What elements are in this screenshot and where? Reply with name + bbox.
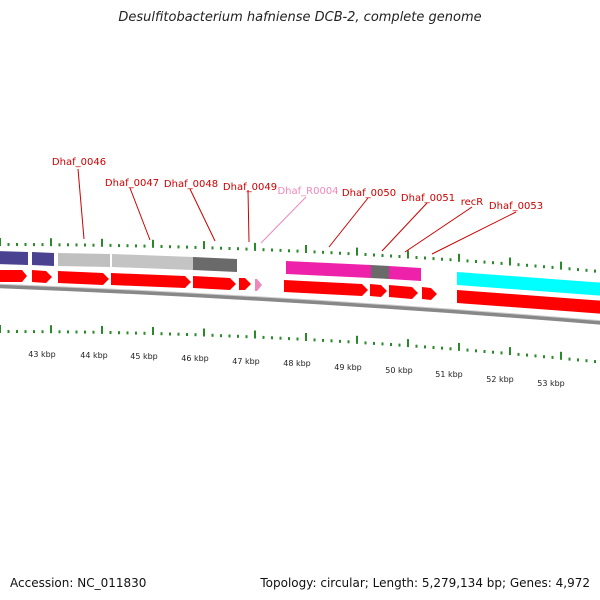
gene-label[interactable]: Dhaf_0051 <box>401 193 455 204</box>
kbp-label: 43 kbp <box>28 350 56 359</box>
gene-arrow[interactable] <box>284 280 368 296</box>
gene-arrow[interactable] <box>370 284 387 297</box>
label-line <box>77 168 85 240</box>
label-line <box>328 197 369 248</box>
gene-arrow[interactable] <box>239 278 251 290</box>
gene-arrow[interactable] <box>457 290 600 314</box>
gene-arrow[interactable] <box>0 270 27 282</box>
rna-arrow[interactable] <box>255 279 262 291</box>
gene-arrow-row <box>0 270 600 314</box>
gene-arrow[interactable] <box>422 287 437 300</box>
genome-summary-text: Topology: circular; Length: 5,279,134 bp… <box>260 576 590 590</box>
gene-arrow[interactable] <box>32 270 52 283</box>
label-line <box>189 188 216 242</box>
kbp-scale-labels: 43 kbp 44 kbp 45 kbp 46 kbp 47 kbp 48 kb… <box>28 350 565 388</box>
gene-arrow[interactable] <box>58 271 109 285</box>
label-line <box>431 211 517 255</box>
gene-label[interactable]: Dhaf_0049 <box>223 182 277 193</box>
label-line <box>129 187 151 241</box>
lower-tick-row <box>0 325 596 364</box>
gene-arrow[interactable] <box>193 276 236 290</box>
feature-bar-navy[interactable] <box>0 251 28 265</box>
feature-bar-darkgray[interactable] <box>371 265 389 279</box>
kbp-label: 44 kbp <box>80 351 108 360</box>
feature-bar-lightgray[interactable] <box>58 253 110 267</box>
feature-bar-lightgray[interactable] <box>112 254 193 270</box>
gene-labels: Dhaf_0046 Dhaf_0047 Dhaf_0048 Dhaf_0049 … <box>52 157 543 212</box>
gene-arrow[interactable] <box>389 285 418 299</box>
gene-label[interactable]: Dhaf_0050 <box>342 188 396 199</box>
kbp-label: 47 kbp <box>232 357 260 366</box>
label-line <box>381 202 428 252</box>
upper-tick-row <box>0 238 596 273</box>
kbp-label: 46 kbp <box>181 354 209 363</box>
kbp-label: 52 kbp <box>486 375 514 384</box>
gene-label[interactable]: Dhaf_0047 <box>105 178 159 189</box>
kbp-label: 50 kbp <box>385 366 413 375</box>
label-line <box>404 206 473 253</box>
genome-backbone <box>0 284 600 325</box>
gene-label[interactable]: Dhaf_0053 <box>489 201 543 212</box>
feature-bar-cyan[interactable] <box>457 272 600 296</box>
kbp-label: 53 kbp <box>537 379 565 388</box>
feature-bar-magenta[interactable] <box>286 261 371 278</box>
accession-text: Accession: NC_011830 <box>10 576 147 590</box>
feature-bar-row <box>0 251 600 296</box>
kbp-label: 51 kbp <box>435 370 463 379</box>
kbp-label: 45 kbp <box>130 352 158 361</box>
genome-backbone-highlight <box>0 283 600 322</box>
feature-bar-darkgray[interactable] <box>193 257 237 272</box>
label-line <box>247 189 250 243</box>
label-line <box>260 196 307 244</box>
kbp-label: 49 kbp <box>334 363 362 372</box>
gene-label[interactable]: recR <box>461 197 484 208</box>
feature-bar-magenta[interactable] <box>389 266 421 281</box>
map-title: Desulfitobacterium hafniense DCB-2, comp… <box>118 10 482 25</box>
gene-label[interactable]: Dhaf_R0004 <box>277 186 338 197</box>
gene-label-lines <box>77 168 517 255</box>
feature-bar-navy[interactable] <box>32 252 54 266</box>
gene-arrow[interactable] <box>111 273 191 288</box>
kbp-label: 48 kbp <box>283 359 311 368</box>
gene-label[interactable]: Dhaf_0046 <box>52 157 106 168</box>
gene-label[interactable]: Dhaf_0048 <box>164 179 218 190</box>
